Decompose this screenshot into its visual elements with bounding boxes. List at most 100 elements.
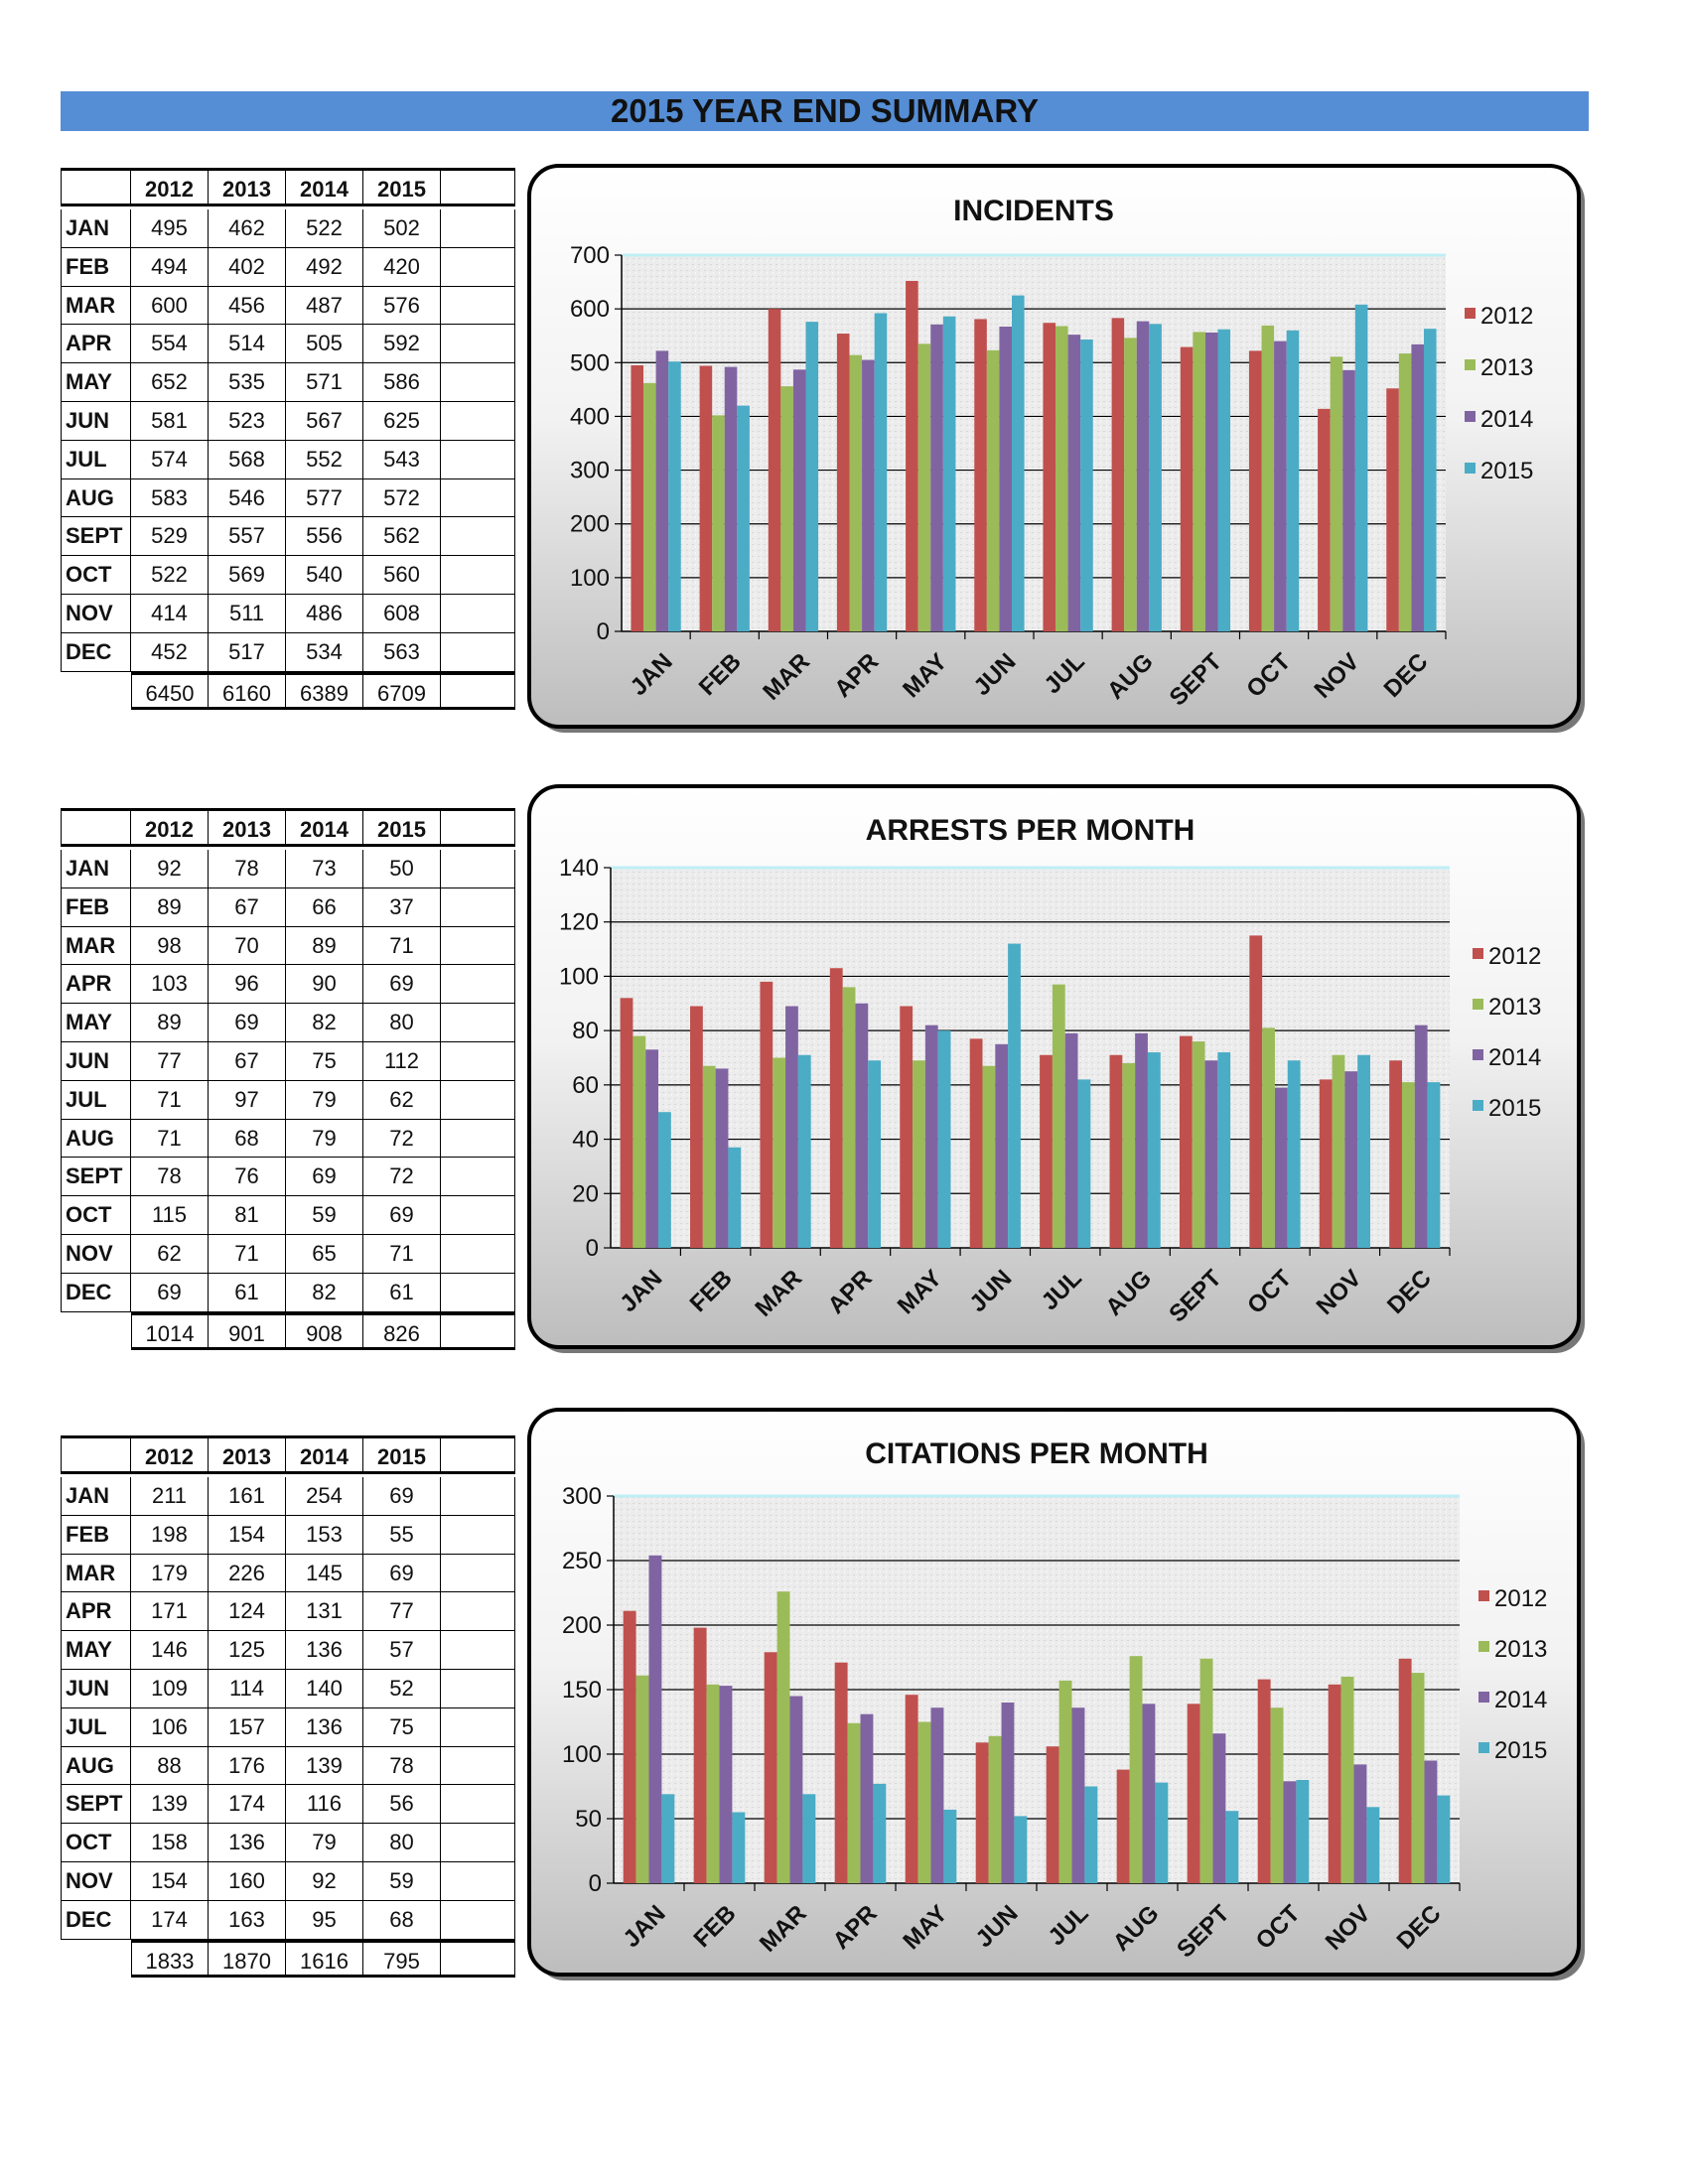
bar-2014-apr xyxy=(860,1713,874,1883)
month-label: DEC xyxy=(61,1900,131,1940)
bar-2013-apr xyxy=(849,354,863,631)
table-row: JAN 211 161 254 69 xyxy=(61,1477,515,1516)
table-cell: 69 xyxy=(363,965,441,1005)
bar-2012-feb xyxy=(693,1627,707,1883)
bar-2013-nov xyxy=(1340,1677,1354,1883)
bar-2013-dec xyxy=(1398,353,1412,631)
total-cell: 826 xyxy=(363,1311,441,1351)
table-header-row: 2012 2013 2014 2015 xyxy=(61,808,515,847)
column-header: 2014 xyxy=(286,808,363,847)
table-cell: 163 xyxy=(209,1900,286,1940)
table-row: JUL 106 157 136 75 xyxy=(61,1707,515,1747)
table-cell: 90 xyxy=(286,965,363,1005)
bar-2012-sept xyxy=(1179,1035,1193,1248)
month-label: APR xyxy=(61,965,131,1005)
empty-cell xyxy=(441,1785,515,1825)
bar-2013-oct xyxy=(1261,325,1275,631)
bar-2015-nov xyxy=(1366,1807,1380,1883)
bar-2012-dec xyxy=(1398,1658,1412,1883)
table-cell: 65 xyxy=(286,1235,363,1274)
month-label: JUN xyxy=(61,1670,131,1708)
bar-2013-may xyxy=(917,343,931,631)
bar-2014-may xyxy=(930,324,943,631)
month-label: JUL xyxy=(61,440,131,479)
table-cell: 106 xyxy=(131,1707,209,1747)
bar-2013-jan xyxy=(635,1675,649,1883)
table-cell: 78 xyxy=(363,1746,441,1786)
bar-2012-oct xyxy=(1257,1679,1271,1883)
legend-swatch-2014 xyxy=(1478,1692,1489,1703)
table-cell: 72 xyxy=(363,1119,441,1159)
table-cell: 139 xyxy=(286,1746,363,1786)
bar-2015-dec xyxy=(1427,1082,1441,1248)
empty-cell xyxy=(441,1515,515,1555)
bar-2015-jan xyxy=(658,1112,671,1248)
table-cell: 581 xyxy=(131,402,209,441)
legend-swatch-2012 xyxy=(1478,1590,1489,1601)
table-cell: 62 xyxy=(131,1235,209,1274)
empty-cell xyxy=(441,1158,515,1197)
table-cell: 61 xyxy=(209,1273,286,1312)
bar-2012-jul xyxy=(1040,1054,1053,1248)
table-cell: 452 xyxy=(131,632,209,672)
month-label: NOV xyxy=(61,595,131,633)
table-cell: 98 xyxy=(131,926,209,966)
empty-cell xyxy=(441,1311,515,1351)
table-cell: 68 xyxy=(209,1119,286,1159)
month-label: MAR xyxy=(61,1554,131,1593)
empty-cell xyxy=(441,1554,515,1593)
table-cell: 402 xyxy=(209,247,286,287)
table-row: OCT 115 81 59 69 xyxy=(61,1196,515,1235)
table-cell: 69 xyxy=(286,1158,363,1197)
bar-2014-jan xyxy=(648,1555,662,1883)
page-title: 2015 YEAR END SUMMARY xyxy=(61,91,1589,131)
empty-cell xyxy=(441,1900,515,1940)
table-row: JAN 495 462 522 502 xyxy=(61,209,515,248)
empty-cell xyxy=(441,850,515,888)
table-cell: 176 xyxy=(209,1746,286,1786)
month-label: JUL xyxy=(61,1707,131,1747)
table-cell: 69 xyxy=(131,1273,209,1312)
bar-2014-mar xyxy=(792,369,806,631)
bar-2014-jul xyxy=(1064,1032,1078,1248)
bar-2015-aug xyxy=(1149,324,1162,631)
legend-label: 2014 xyxy=(1480,406,1533,433)
empty-cell xyxy=(441,478,515,518)
column-header: 2015 xyxy=(363,168,441,206)
bar-2014-dec xyxy=(1414,1024,1428,1248)
bar-2014-aug xyxy=(1142,1704,1156,1883)
empty-cell xyxy=(441,595,515,633)
table-cell: 73 xyxy=(286,850,363,888)
totals-row: 6450 6160 6389 6709 xyxy=(61,671,515,711)
table-row: JAN 92 78 73 50 xyxy=(61,850,515,888)
empty-cell xyxy=(441,1824,515,1862)
bar-2013-jul xyxy=(1052,984,1065,1248)
empty-cell xyxy=(441,1042,515,1081)
table-row: MAY 652 535 571 586 xyxy=(61,363,515,402)
bar-2013-jun xyxy=(982,1065,996,1248)
table-cell: 569 xyxy=(209,556,286,595)
empty-cell xyxy=(441,363,515,402)
bar-2013-aug xyxy=(1129,1656,1143,1883)
empty-cell xyxy=(441,1939,515,1979)
bar-2013-may xyxy=(917,1721,931,1883)
empty-cell xyxy=(441,887,515,927)
table-cell: 625 xyxy=(363,402,441,441)
bar-2012-oct xyxy=(1248,350,1262,631)
y-tick-label: 80 xyxy=(572,1018,599,1044)
table-cell: 81 xyxy=(209,1196,286,1235)
legend-swatch-2012 xyxy=(1465,308,1476,319)
empty-cell xyxy=(441,632,515,672)
empty-cell xyxy=(441,440,515,479)
table-cell: 562 xyxy=(363,517,441,557)
y-tick-label: 140 xyxy=(559,855,599,882)
table-cell: 114 xyxy=(209,1670,286,1708)
month-label: JUL xyxy=(61,1080,131,1120)
month-label: MAY xyxy=(61,1631,131,1670)
empty-cell xyxy=(441,1746,515,1786)
table-cell: 103 xyxy=(131,965,209,1005)
y-tick-label: 700 xyxy=(570,242,610,269)
table-cell: 125 xyxy=(209,1631,286,1670)
